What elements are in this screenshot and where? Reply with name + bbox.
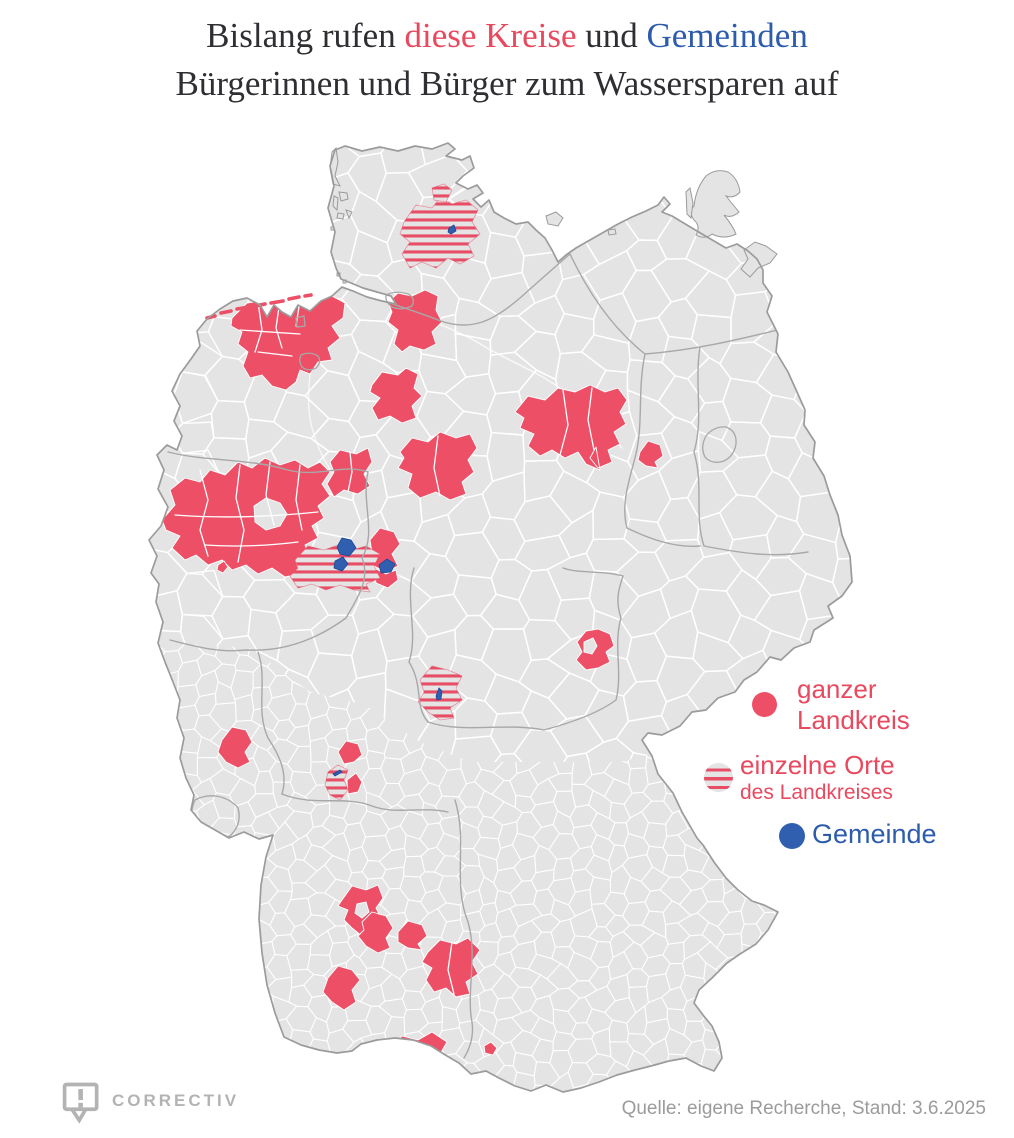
state-border xyxy=(624,353,646,529)
highlighted-island xyxy=(303,293,313,298)
island xyxy=(690,170,741,238)
correctiv-logo: CORRECTIV xyxy=(60,1078,239,1124)
partial-district-regions xyxy=(289,183,481,801)
full-district-region xyxy=(357,911,394,954)
title-line-2: Bürgerinnen und Bürger zum Wassersparen … xyxy=(175,64,839,103)
state-border xyxy=(454,799,474,1059)
island xyxy=(545,211,564,227)
city-state-outline xyxy=(295,315,306,328)
full-district-region xyxy=(397,920,428,951)
full-district-region xyxy=(373,567,399,589)
division-line xyxy=(559,389,569,456)
full-district-region xyxy=(216,560,229,574)
state-border xyxy=(169,471,370,652)
legend-full-district-dot xyxy=(752,692,777,717)
municipality-marker xyxy=(435,687,443,701)
legend-partial-district-dot xyxy=(704,763,733,792)
division-line xyxy=(587,387,595,451)
state-border xyxy=(167,451,369,474)
municipality-marker xyxy=(447,224,457,235)
island xyxy=(345,209,353,220)
municipality-marker xyxy=(336,537,357,557)
island xyxy=(332,195,339,212)
legend-municipality-label: Gemeinde xyxy=(812,819,937,849)
division-line xyxy=(295,464,303,531)
title-highlight-kreise: diese Kreise xyxy=(404,16,577,55)
region-hole xyxy=(583,637,598,655)
full-district-region xyxy=(637,440,664,469)
legend-full-district-label: ganzer Landkreis xyxy=(797,674,910,735)
logo-wordmark: CORRECTIV xyxy=(112,1091,240,1110)
state-border xyxy=(562,567,624,577)
full-district-region xyxy=(369,527,401,573)
island xyxy=(336,212,345,220)
full-district-region xyxy=(397,431,478,501)
island xyxy=(685,186,694,220)
chart-title: Bislang rufen diese Kreise und Gemeinden… xyxy=(0,12,1014,108)
full-district-regions xyxy=(161,289,664,1067)
municipality-marker xyxy=(332,769,343,777)
partial-district-region xyxy=(431,183,453,203)
state-border xyxy=(408,567,429,723)
city-state-outline xyxy=(299,352,321,371)
full-district-region xyxy=(346,772,363,795)
region-hole xyxy=(354,901,370,919)
division-line xyxy=(239,329,301,335)
legend-municipality-dot xyxy=(779,823,805,849)
division-line xyxy=(199,469,209,557)
full-district-region xyxy=(369,367,423,424)
partial-district-region xyxy=(324,764,349,801)
state-border xyxy=(281,793,449,813)
state-borders xyxy=(167,253,809,1059)
division-line xyxy=(447,941,455,995)
division-line xyxy=(254,301,263,353)
full-district-region xyxy=(326,447,373,498)
division-line xyxy=(265,461,275,526)
legend-partial-district-label: einzelne Orte des Landkreises xyxy=(740,750,895,804)
island xyxy=(607,228,617,236)
full-district-region xyxy=(483,1041,498,1056)
title-highlight-gemeinden: Gemeinden xyxy=(646,16,808,55)
city-state-outline xyxy=(702,426,737,463)
municipality-marker xyxy=(333,556,349,572)
division-line xyxy=(174,511,319,518)
island xyxy=(338,191,349,202)
full-district-region xyxy=(322,965,361,1011)
full-district-region xyxy=(217,726,253,769)
full-district-region xyxy=(514,384,628,471)
municipality-marker xyxy=(378,558,396,574)
cluster-division-lines xyxy=(174,299,595,995)
full-district-region xyxy=(161,457,331,578)
division-line xyxy=(347,451,353,493)
highlighted-island xyxy=(235,305,251,311)
state-border xyxy=(427,575,624,731)
island xyxy=(740,241,778,278)
city-state-outlines xyxy=(295,291,737,463)
municipality-markers xyxy=(332,224,457,777)
state-border xyxy=(626,527,701,548)
division-line xyxy=(433,435,441,497)
highlighted-island xyxy=(269,299,285,305)
source-note: Quelle: eigene Recherche, Stand: 3.6.202… xyxy=(621,1098,986,1119)
state-border xyxy=(693,346,809,556)
east-frisian-islands-highlighted xyxy=(205,293,313,320)
highlighted-island xyxy=(287,295,301,301)
full-district-region xyxy=(337,740,363,765)
full-district-region xyxy=(387,289,443,353)
highlighted-island xyxy=(219,309,233,315)
division-line xyxy=(204,541,299,547)
full-district-region xyxy=(421,937,481,998)
speech-bubble-exclamation-icon xyxy=(62,1082,99,1124)
state-border xyxy=(257,651,285,795)
city-state-outline xyxy=(385,291,414,310)
title-line-1: Bislang rufen diese Kreise und Gemeinden xyxy=(206,16,808,55)
division-line xyxy=(257,351,293,357)
